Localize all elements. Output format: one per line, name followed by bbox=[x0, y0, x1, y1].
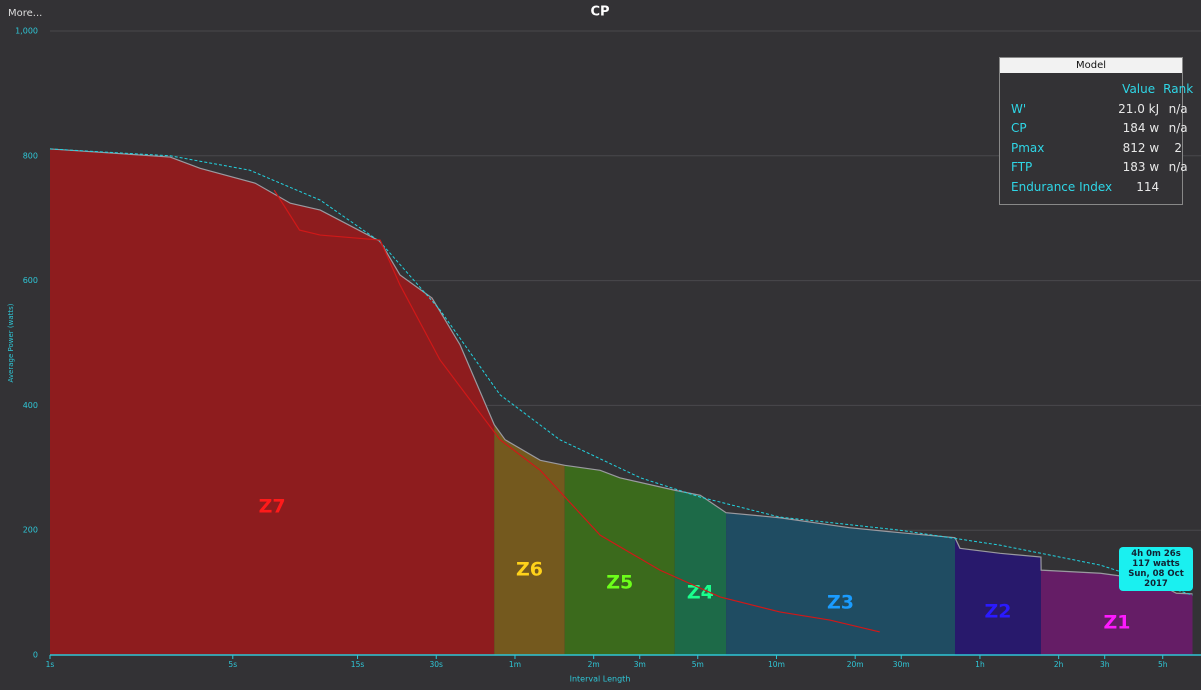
x-tick-label: 1m bbox=[509, 660, 521, 669]
x-tick-label: 5m bbox=[692, 660, 704, 669]
metric-name: W' bbox=[1011, 101, 1027, 116]
power-curve bbox=[49, 148, 1193, 595]
panel-title: Model bbox=[1000, 58, 1182, 73]
metric-value: 21.0 kJ bbox=[1118, 101, 1160, 116]
model-table: Value Rank W' 21.0 kJ n/a CP 184 w n/a Pmax 812 … bbox=[1008, 79, 1194, 197]
metric-value: 812 w bbox=[1122, 140, 1160, 155]
zone-label: Z4 bbox=[687, 582, 714, 604]
x-tick-label: 30m bbox=[893, 660, 910, 669]
power-curve bbox=[49, 148, 1193, 596]
zone-label: Z7 bbox=[259, 496, 286, 518]
x-tick-label: 5h bbox=[1158, 660, 1168, 669]
x-tick-label: 20m bbox=[847, 660, 864, 669]
x-tick-label: 3m bbox=[634, 660, 646, 669]
more-button[interactable]: More... bbox=[8, 8, 43, 19]
column-header: Rank bbox=[1163, 82, 1194, 96]
metric-name: Pmax bbox=[1011, 140, 1045, 155]
x-tick-label: 1s bbox=[46, 660, 55, 669]
y-tick-label: 600 bbox=[23, 276, 38, 285]
model-row: FTP 183 w n/a bbox=[1008, 158, 1194, 178]
x-tick-label: 15s bbox=[351, 660, 365, 669]
zone-area bbox=[50, 148, 495, 655]
metric-name: CP bbox=[1011, 121, 1027, 136]
y-axis-label: Average Power (watts) bbox=[7, 303, 15, 382]
metric-name: Endurance Index bbox=[1011, 179, 1113, 194]
metric-name: FTP bbox=[1011, 160, 1033, 175]
x-tick-label: 2h bbox=[1054, 660, 1064, 669]
zone-label: Z6 bbox=[516, 559, 543, 581]
x-tick-label: 1h bbox=[975, 660, 985, 669]
y-tick-label: 400 bbox=[23, 401, 38, 410]
annotation-line: Sun, 08 Oct 2017 bbox=[1128, 569, 1184, 589]
zone-label: Z2 bbox=[984, 601, 1011, 623]
model-row: Pmax 812 w 2 bbox=[1008, 138, 1194, 158]
metric-value: 114 bbox=[1136, 179, 1160, 194]
annotation-line: 4h 0m 26s bbox=[1131, 549, 1181, 559]
metric-rank: n/a bbox=[1168, 160, 1188, 175]
metric-rank: n/a bbox=[1168, 121, 1188, 136]
model-row: CP 184 w n/a bbox=[1008, 119, 1194, 139]
metric-rank: n/a bbox=[1168, 101, 1188, 116]
zone-area bbox=[726, 148, 955, 655]
annotation: 4h 0m 26s 117 watts Sun, 08 Oct 2017 bbox=[1119, 547, 1193, 591]
chart-title: CP bbox=[590, 5, 609, 20]
x-tick-label: 30s bbox=[430, 660, 444, 669]
zone-label: Z3 bbox=[827, 592, 854, 614]
y-tick-label: 200 bbox=[23, 526, 38, 535]
column-header: Value bbox=[1122, 82, 1156, 96]
metric-value: 184 w bbox=[1122, 121, 1160, 136]
zone-area bbox=[564, 148, 675, 655]
x-tick-label: 5s bbox=[228, 660, 237, 669]
y-tick-label: 800 bbox=[23, 151, 38, 160]
x-tick-label: 2m bbox=[588, 660, 600, 669]
zone-label: Z5 bbox=[606, 572, 633, 594]
model-row: Endurance Index 114 bbox=[1008, 177, 1194, 197]
power-curve bbox=[273, 189, 880, 633]
x-tick-label: 3h bbox=[1100, 660, 1110, 669]
x-tick-label: 10m bbox=[768, 660, 785, 669]
zone-area bbox=[674, 148, 727, 655]
metric-value: 183 w bbox=[1122, 160, 1160, 175]
x-axis-label: Interval Length bbox=[570, 675, 631, 684]
annotation-line: 117 watts bbox=[1132, 559, 1180, 569]
y-tick-label: 0 bbox=[33, 651, 38, 660]
model-row: W' 21.0 kJ n/a bbox=[1008, 99, 1194, 119]
y-tick-label: 1,000 bbox=[15, 27, 38, 36]
zone-label: Z1 bbox=[1103, 612, 1130, 634]
metric-rank: 2 bbox=[1174, 140, 1182, 155]
model-panel: Model Value Rank W' 21.0 kJ n/a CP 184 w n/a Pm… bbox=[999, 57, 1193, 205]
